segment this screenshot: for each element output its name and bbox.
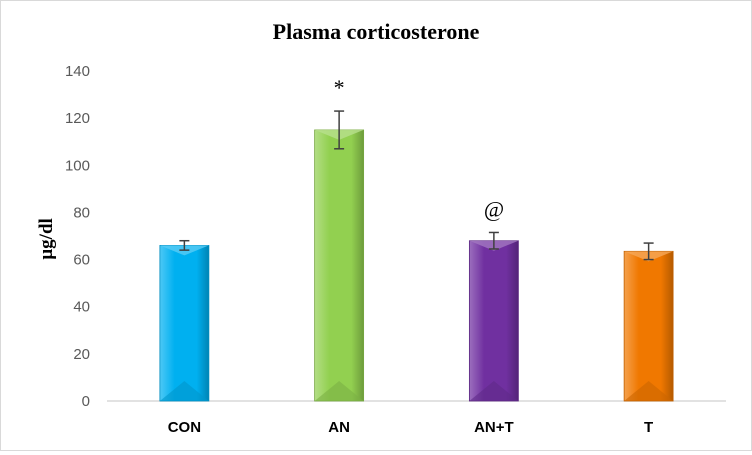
significance-marker: @ <box>484 196 504 221</box>
y-tick-label: 80 <box>73 204 90 221</box>
bar-bottom-bevel <box>469 381 519 401</box>
bar-bottom-bevel <box>159 381 209 401</box>
bar-con <box>159 239 210 402</box>
bar-bottom-bevel <box>314 381 364 401</box>
y-tick-label: 100 <box>65 157 90 174</box>
x-tick-label: CON <box>168 419 201 436</box>
error-bar <box>643 242 654 261</box>
y-axis-label: µg/dl <box>36 218 57 260</box>
error-bar <box>488 231 499 250</box>
bar-an: * <box>314 75 365 402</box>
y-tick-label: 60 <box>73 252 90 269</box>
bar-bottom-bevel <box>624 381 674 401</box>
bar-body <box>623 250 674 402</box>
y-tick-label: 0 <box>82 393 90 410</box>
bar-body <box>314 129 365 402</box>
bar-body <box>159 245 210 402</box>
y-tick-label: 140 <box>65 63 90 80</box>
y-tick-label: 40 <box>73 299 90 316</box>
error-bar <box>179 239 190 251</box>
y-axis-ticks: 0 20 40 60 80 100 120 140 <box>65 63 90 410</box>
x-tick-label: AN+T <box>474 419 514 436</box>
significance-marker: * <box>334 75 345 100</box>
x-tick-label: T <box>644 419 653 436</box>
bar-t <box>623 242 674 402</box>
bar-body <box>468 240 519 402</box>
bar-an-t: @ <box>468 196 519 402</box>
x-tick-label: AN <box>328 419 350 436</box>
y-tick-label: 20 <box>73 346 90 363</box>
chart-title: Plasma corticosterone <box>273 19 480 44</box>
x-axis-ticks: CON AN AN+T T <box>168 419 654 436</box>
bars-group: *@ <box>159 75 674 402</box>
y-tick-label: 120 <box>65 110 90 127</box>
error-bar <box>334 110 345 150</box>
